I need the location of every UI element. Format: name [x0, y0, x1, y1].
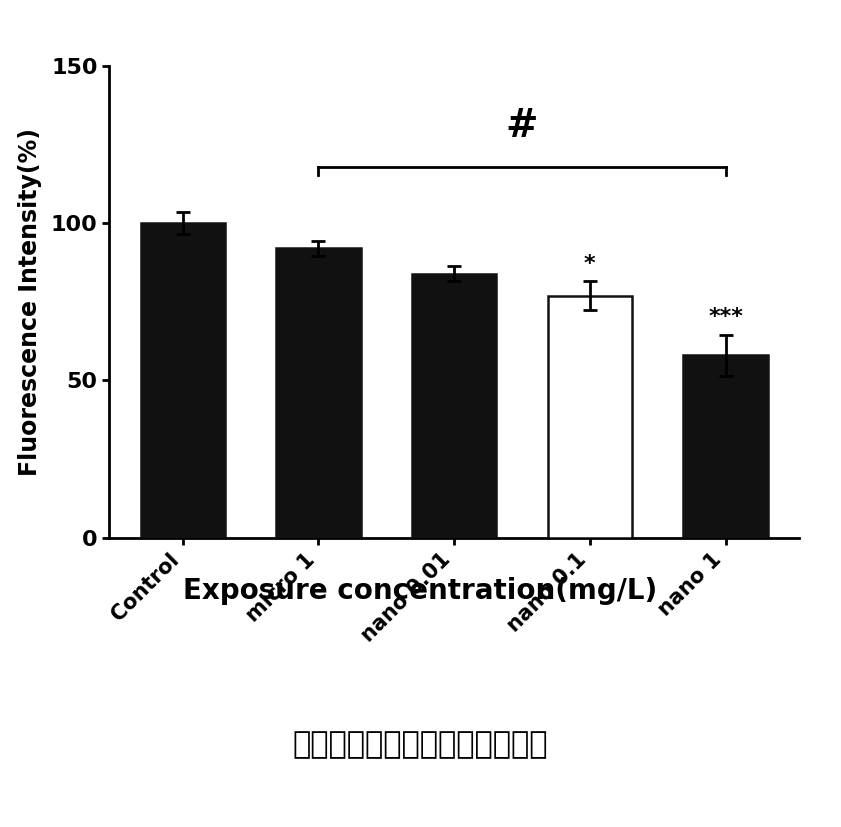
Bar	[684, 356, 768, 538]
Y-axis label: Fluorescence Intensity(%): Fluorescence Intensity(%)	[19, 128, 42, 476]
Text: Exposure concentration(mg/L): Exposure concentration(mg/L)	[183, 577, 658, 605]
Text: ***: ***	[708, 307, 743, 327]
Bar	[412, 274, 496, 538]
Text: *: *	[584, 254, 595, 274]
Bar	[277, 248, 361, 538]
Text: 转基因斑马鱼的荧光定量柱状图: 转基因斑马鱼的荧光定量柱状图	[293, 729, 548, 759]
Text: #: #	[505, 107, 538, 145]
Bar	[140, 223, 225, 538]
Bar	[547, 295, 632, 538]
